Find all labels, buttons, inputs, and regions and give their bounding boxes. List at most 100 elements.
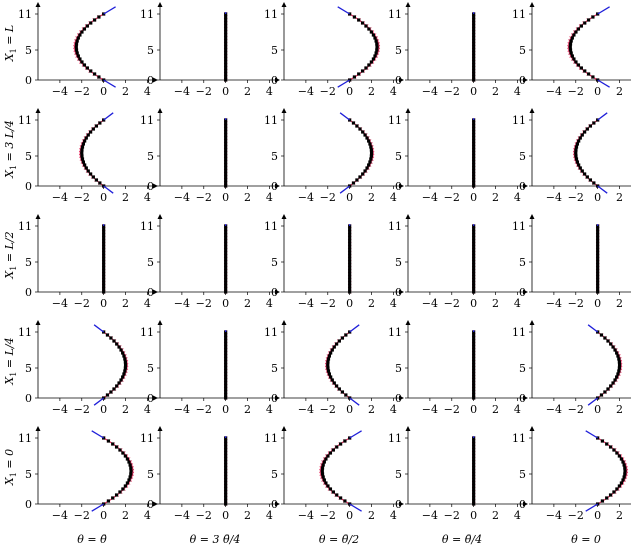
- deformed-point: [615, 351, 619, 355]
- deformed-point: [472, 275, 476, 279]
- deformed-point: [102, 245, 106, 249]
- deformed-point: [364, 66, 368, 70]
- deformed-point: [472, 463, 476, 467]
- deformed-point: [89, 130, 93, 134]
- deformed-point: [102, 242, 106, 246]
- x-tick-label: 2: [616, 191, 623, 204]
- deformed-point: [596, 251, 600, 255]
- deformed-point: [612, 448, 616, 452]
- x-tick-label: 2: [492, 297, 499, 310]
- deformed-point: [472, 284, 476, 288]
- y-tick-label: 5: [271, 256, 278, 269]
- deformed-point: [224, 275, 228, 279]
- x-axis-arrow: [153, 395, 158, 401]
- deformed-point: [224, 445, 228, 449]
- deformed-point: [123, 363, 128, 367]
- deformed-point: [367, 139, 371, 143]
- deformed-point: [472, 154, 476, 158]
- deformed-point: [348, 251, 352, 255]
- deformed-point: [472, 290, 476, 294]
- y-axis-arrow: [281, 214, 287, 219]
- x-tick-label: −2: [74, 191, 90, 204]
- y-tick-label: 11: [18, 220, 32, 233]
- y-tick-label: 5: [25, 44, 32, 57]
- y-tick-label: 5: [147, 468, 154, 481]
- deformed-point: [224, 66, 228, 70]
- deformed-point: [224, 442, 228, 446]
- deformed-point: [585, 175, 589, 179]
- deformed-point: [621, 460, 625, 464]
- x-tick-label: 2: [368, 509, 375, 522]
- y-tick-label: 11: [512, 114, 526, 127]
- deformed-point: [125, 457, 130, 461]
- deformed-point: [617, 363, 622, 367]
- x-axis-arrow: [275, 77, 280, 83]
- deformed-point: [472, 342, 476, 346]
- deformed-point: [117, 381, 121, 385]
- end-segment: [349, 324, 360, 333]
- deformed-point: [348, 281, 352, 285]
- deformed-point: [224, 375, 228, 379]
- y-axis-arrow: [157, 2, 163, 7]
- deformed-point: [224, 39, 228, 43]
- deformed-point: [224, 166, 228, 170]
- x-tick-label: −2: [74, 403, 90, 416]
- deformed-point: [85, 66, 89, 70]
- deformed-point: [80, 151, 84, 155]
- deformed-point: [575, 142, 580, 146]
- deformed-point: [472, 160, 476, 164]
- deformed-point: [224, 339, 228, 343]
- x-tick-label: 4: [514, 297, 521, 310]
- deformed-point: [81, 142, 86, 146]
- deformed-point: [580, 169, 584, 173]
- x-tick-label: 0: [346, 403, 353, 416]
- deformed-point: [224, 151, 228, 155]
- deformed-point: [583, 172, 587, 176]
- deformed-point: [472, 484, 476, 488]
- deformed-point: [115, 342, 119, 346]
- x-tick-label: −2: [444, 297, 460, 310]
- deformed-point: [603, 336, 607, 340]
- deformed-point: [343, 499, 347, 503]
- deformed-point: [578, 166, 582, 170]
- x-tick-label: 2: [122, 85, 129, 98]
- deformed-point: [85, 24, 89, 28]
- deformed-point: [83, 163, 87, 167]
- deformed-point: [369, 157, 373, 161]
- deformed-point: [472, 263, 476, 267]
- deformed-point: [129, 466, 133, 470]
- deformed-point: [224, 475, 228, 479]
- column-label-1: θ = θ̄: [77, 533, 107, 546]
- deformed-point: [123, 360, 127, 364]
- y-tick-label: 0: [395, 498, 402, 511]
- y-tick-label: 0: [519, 180, 526, 193]
- x-tick-label: 4: [390, 85, 397, 98]
- deformed-point: [579, 66, 583, 70]
- deformed-point: [127, 460, 131, 464]
- x-axis-arrow: [275, 289, 280, 295]
- deformed-point: [369, 151, 374, 155]
- y-tick-label: 0: [25, 498, 32, 511]
- end-segment: [337, 6, 350, 15]
- deformed-point: [619, 457, 624, 461]
- deformed-point: [472, 54, 476, 58]
- deformed-point: [224, 27, 228, 31]
- deformed-point: [348, 254, 352, 258]
- deformed-point: [224, 160, 228, 164]
- deformed-point: [472, 372, 476, 376]
- deformed-point: [348, 275, 352, 279]
- deformed-point: [78, 33, 82, 37]
- deformed-point: [472, 230, 476, 234]
- y-tick-label: 0: [519, 286, 526, 299]
- x-tick-label: −2: [320, 403, 336, 416]
- deformed-point: [332, 345, 336, 349]
- deformed-point: [596, 266, 600, 270]
- y-tick-label: 0: [147, 498, 154, 511]
- x-tick-label: −4: [174, 85, 190, 98]
- x-tick-label: 4: [144, 297, 151, 310]
- deformed-point: [224, 384, 228, 388]
- row-labels: X1 = LX1 = 3 L/4X1 = L/2X1 = L/4X1 = 0: [3, 25, 18, 486]
